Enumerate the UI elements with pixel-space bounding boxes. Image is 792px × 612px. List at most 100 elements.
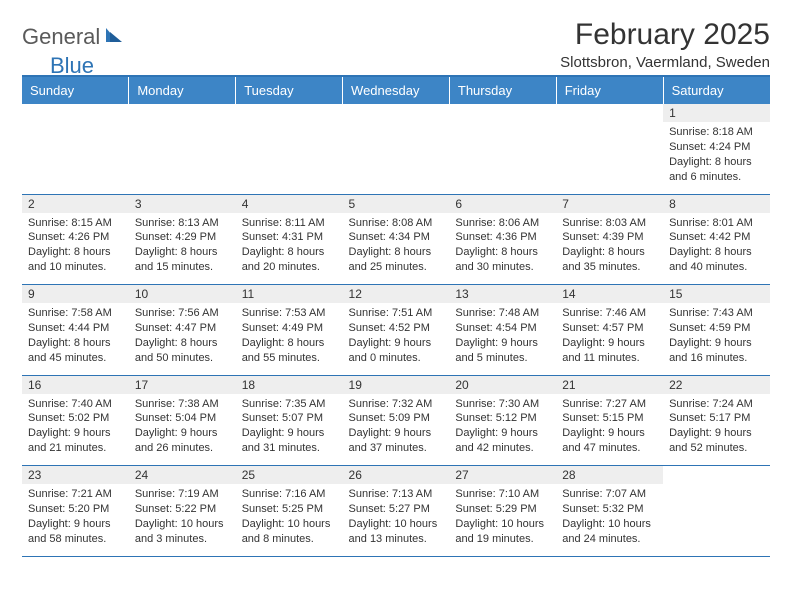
sunset-line: Sunset: 5:09 PM <box>349 411 444 426</box>
sunrise-line: Sunrise: 7:10 AM <box>455 487 550 502</box>
daylight-line: Daylight: 8 hours and 20 minutes. <box>242 245 337 275</box>
daylight-line: Daylight: 8 hours and 10 minutes. <box>28 245 123 275</box>
day-number-cell: 23 <box>22 466 129 485</box>
day-number-cell: 14 <box>556 285 663 304</box>
sunset-line: Sunset: 4:47 PM <box>135 321 230 336</box>
sunrise-line: Sunrise: 8:15 AM <box>28 216 123 231</box>
day-detail-cell: Sunrise: 8:06 AMSunset: 4:36 PMDaylight:… <box>449 213 556 285</box>
weekday-header: Thursday <box>449 77 556 104</box>
sunrise-line: Sunrise: 7:51 AM <box>349 306 444 321</box>
daylight-line: Daylight: 8 hours and 55 minutes. <box>242 336 337 366</box>
sunrise-line: Sunrise: 7:16 AM <box>242 487 337 502</box>
daylight-line: Daylight: 8 hours and 6 minutes. <box>669 155 764 185</box>
day-number-cell: 15 <box>663 285 770 304</box>
day-detail-cell: Sunrise: 7:19 AMSunset: 5:22 PMDaylight:… <box>129 484 236 556</box>
sunrise-line: Sunrise: 8:13 AM <box>135 216 230 231</box>
sunset-line: Sunset: 4:44 PM <box>28 321 123 336</box>
day-detail-cell: Sunrise: 7:40 AMSunset: 5:02 PMDaylight:… <box>22 394 129 466</box>
sunset-line: Sunset: 4:42 PM <box>669 230 764 245</box>
day-detail-cell: Sunrise: 7:27 AMSunset: 5:15 PMDaylight:… <box>556 394 663 466</box>
sunset-line: Sunset: 4:31 PM <box>242 230 337 245</box>
daylight-line: Daylight: 8 hours and 40 minutes. <box>669 245 764 275</box>
day-detail-cell: Sunrise: 7:07 AMSunset: 5:32 PMDaylight:… <box>556 484 663 556</box>
header: General February 2025 Slottsbron, Vaerml… <box>22 18 770 71</box>
sunset-line: Sunset: 5:15 PM <box>562 411 657 426</box>
sunset-line: Sunset: 4:24 PM <box>669 140 764 155</box>
daylight-line: Daylight: 10 hours and 8 minutes. <box>242 517 337 547</box>
day-detail-cell: Sunrise: 7:16 AMSunset: 5:25 PMDaylight:… <box>236 484 343 556</box>
daylight-line: Daylight: 9 hours and 37 minutes. <box>349 426 444 456</box>
day-number-cell: 25 <box>236 466 343 485</box>
sunset-line: Sunset: 5:17 PM <box>669 411 764 426</box>
title-block: February 2025 Slottsbron, Vaermland, Swe… <box>560 18 770 71</box>
day-detail-cell: Sunrise: 7:43 AMSunset: 4:59 PMDaylight:… <box>663 303 770 375</box>
day-number-cell: 1 <box>663 104 770 122</box>
month-title: February 2025 <box>560 18 770 52</box>
day-detail-cell: Sunrise: 7:38 AMSunset: 5:04 PMDaylight:… <box>129 394 236 466</box>
day-number-cell <box>129 104 236 122</box>
sunset-line: Sunset: 5:27 PM <box>349 502 444 517</box>
day-detail-cell: Sunrise: 7:32 AMSunset: 5:09 PMDaylight:… <box>343 394 450 466</box>
day-number-cell: 6 <box>449 194 556 213</box>
day-number-row: 2345678 <box>22 194 770 213</box>
daylight-line: Daylight: 9 hours and 0 minutes. <box>349 336 444 366</box>
sunset-line: Sunset: 5:12 PM <box>455 411 550 426</box>
day-detail-row: Sunrise: 7:21 AMSunset: 5:20 PMDaylight:… <box>22 484 770 556</box>
weekday-header: Friday <box>556 77 663 104</box>
day-detail-cell: Sunrise: 7:53 AMSunset: 4:49 PMDaylight:… <box>236 303 343 375</box>
daylight-line: Daylight: 9 hours and 42 minutes. <box>455 426 550 456</box>
sunrise-line: Sunrise: 7:46 AM <box>562 306 657 321</box>
sunrise-line: Sunrise: 7:32 AM <box>349 397 444 412</box>
sunrise-line: Sunrise: 7:40 AM <box>28 397 123 412</box>
weekday-header: Saturday <box>663 77 770 104</box>
logo-sail-icon <box>104 26 126 49</box>
day-detail-row: Sunrise: 8:18 AMSunset: 4:24 PMDaylight:… <box>22 122 770 194</box>
day-detail-cell: Sunrise: 7:48 AMSunset: 4:54 PMDaylight:… <box>449 303 556 375</box>
day-number-cell: 12 <box>343 285 450 304</box>
sunset-line: Sunset: 4:26 PM <box>28 230 123 245</box>
daylight-line: Daylight: 10 hours and 13 minutes. <box>349 517 444 547</box>
daylight-line: Daylight: 9 hours and 26 minutes. <box>135 426 230 456</box>
daylight-line: Daylight: 9 hours and 47 minutes. <box>562 426 657 456</box>
sunrise-line: Sunrise: 7:53 AM <box>242 306 337 321</box>
sunrise-line: Sunrise: 8:08 AM <box>349 216 444 231</box>
daylight-line: Daylight: 9 hours and 11 minutes. <box>562 336 657 366</box>
sunrise-line: Sunrise: 7:58 AM <box>28 306 123 321</box>
daylight-line: Daylight: 8 hours and 25 minutes. <box>349 245 444 275</box>
sunset-line: Sunset: 4:54 PM <box>455 321 550 336</box>
weekday-header: Monday <box>129 77 236 104</box>
day-detail-row: Sunrise: 7:40 AMSunset: 5:02 PMDaylight:… <box>22 394 770 466</box>
sunrise-line: Sunrise: 8:06 AM <box>455 216 550 231</box>
sunrise-line: Sunrise: 8:18 AM <box>669 125 764 140</box>
day-number-cell: 18 <box>236 375 343 394</box>
day-detail-cell <box>663 484 770 556</box>
daylight-line: Daylight: 9 hours and 16 minutes. <box>669 336 764 366</box>
day-number-cell: 2 <box>22 194 129 213</box>
sunset-line: Sunset: 5:20 PM <box>28 502 123 517</box>
sunset-line: Sunset: 5:29 PM <box>455 502 550 517</box>
daylight-line: Daylight: 9 hours and 21 minutes. <box>28 426 123 456</box>
sunrise-line: Sunrise: 7:56 AM <box>135 306 230 321</box>
day-detail-cell: Sunrise: 7:24 AMSunset: 5:17 PMDaylight:… <box>663 394 770 466</box>
daylight-line: Daylight: 8 hours and 30 minutes. <box>455 245 550 275</box>
day-number-row: 232425262728 <box>22 466 770 485</box>
daylight-line: Daylight: 8 hours and 50 minutes. <box>135 336 230 366</box>
day-number-cell: 28 <box>556 466 663 485</box>
day-number-cell: 9 <box>22 285 129 304</box>
sunrise-line: Sunrise: 7:43 AM <box>669 306 764 321</box>
day-detail-cell: Sunrise: 7:30 AMSunset: 5:12 PMDaylight:… <box>449 394 556 466</box>
day-detail-cell: Sunrise: 7:35 AMSunset: 5:07 PMDaylight:… <box>236 394 343 466</box>
sunrise-line: Sunrise: 7:48 AM <box>455 306 550 321</box>
day-number-cell <box>449 104 556 122</box>
daylight-line: Daylight: 9 hours and 52 minutes. <box>669 426 764 456</box>
daylight-line: Daylight: 10 hours and 19 minutes. <box>455 517 550 547</box>
day-number-cell: 5 <box>343 194 450 213</box>
day-detail-row: Sunrise: 8:15 AMSunset: 4:26 PMDaylight:… <box>22 213 770 285</box>
day-detail-cell <box>449 122 556 194</box>
logo-text-general: General <box>22 24 100 50</box>
daylight-line: Daylight: 8 hours and 15 minutes. <box>135 245 230 275</box>
day-detail-cell: Sunrise: 8:03 AMSunset: 4:39 PMDaylight:… <box>556 213 663 285</box>
day-number-cell: 4 <box>236 194 343 213</box>
day-number-cell <box>22 104 129 122</box>
day-detail-cell: Sunrise: 8:15 AMSunset: 4:26 PMDaylight:… <box>22 213 129 285</box>
